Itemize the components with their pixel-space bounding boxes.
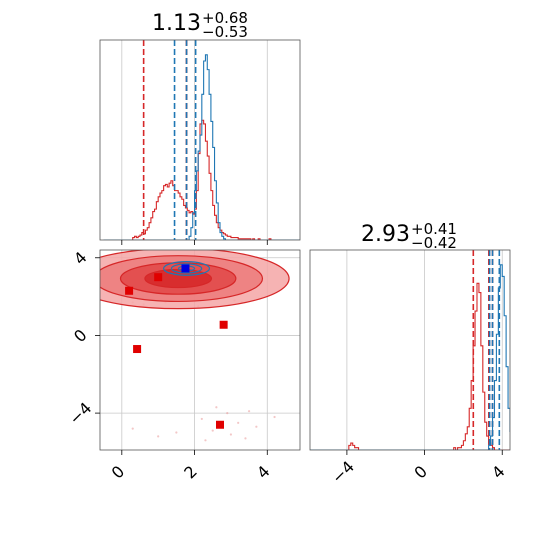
scatter-point <box>244 437 247 440</box>
y-tick-label: 4 <box>70 248 91 269</box>
scatter-point <box>273 415 276 419</box>
bottom-right-frame <box>309 249 511 451</box>
bottom-right-title-minus: −0.42 <box>411 234 457 252</box>
marker-square-2 <box>219 320 228 329</box>
marker-square-0 <box>125 286 134 295</box>
bottom-right-grid <box>346 250 503 450</box>
scatter-point <box>175 431 178 434</box>
marker-square-4 <box>216 420 224 429</box>
contour-1-level-1 <box>170 263 203 274</box>
scatter-point <box>229 433 233 436</box>
scatter-point <box>131 427 134 430</box>
marker-square-3 <box>133 345 142 354</box>
top-left-title-minus: −0.53 <box>202 23 248 41</box>
scatter-point <box>157 435 160 438</box>
top-left-frame <box>99 39 301 241</box>
y-tick-label: 0 <box>70 325 91 346</box>
histogram-series-0 <box>310 282 510 450</box>
scatter-point <box>226 412 229 415</box>
x-tick-label: 0 <box>108 462 129 483</box>
y-tick-label: −4 <box>65 398 95 428</box>
scatter-point <box>215 406 218 409</box>
bottom-right-ticks: −4 0 4 <box>328 450 509 487</box>
x-tick-label: 4 <box>488 462 509 483</box>
top-left-histograms <box>103 40 300 240</box>
x-tick-label: −4 <box>328 457 358 487</box>
panel-bottom-left: 0 2 4 −4 0 4 <box>65 248 301 483</box>
bottom-right-title-plus: +0.41 <box>411 220 457 238</box>
scatter-point <box>255 425 258 428</box>
scatter-point <box>200 417 203 421</box>
bottom-left-contours <box>100 250 290 442</box>
top-left-title: 1.13 <box>152 11 201 36</box>
panel-bottom-right: −4 0 4 2.93 +0.41 −0.42 <box>309 220 511 487</box>
x-tick-label: 4 <box>253 462 274 483</box>
bottom-right-histograms <box>310 250 510 450</box>
marker-square-5 <box>181 264 190 273</box>
bottom-left-frame <box>99 249 301 451</box>
contour-1-level-0 <box>163 261 211 276</box>
marker-square-1 <box>154 273 163 282</box>
top-left-ticks <box>121 240 268 245</box>
x-tick-label: 0 <box>410 462 431 483</box>
bottom-right-title: 2.93 <box>361 222 410 247</box>
scatter-point <box>247 410 251 413</box>
scatter-point <box>211 429 214 432</box>
x-tick-label: 2 <box>180 462 201 483</box>
histogram-series-1 <box>103 54 300 240</box>
top-left-title-plus: +0.68 <box>202 9 248 27</box>
scatter-point <box>237 421 240 424</box>
histogram-series-1 <box>310 264 510 450</box>
scatter-point <box>204 439 207 442</box>
panel-top-left: 1.13 +0.68 −0.53 <box>99 9 301 245</box>
